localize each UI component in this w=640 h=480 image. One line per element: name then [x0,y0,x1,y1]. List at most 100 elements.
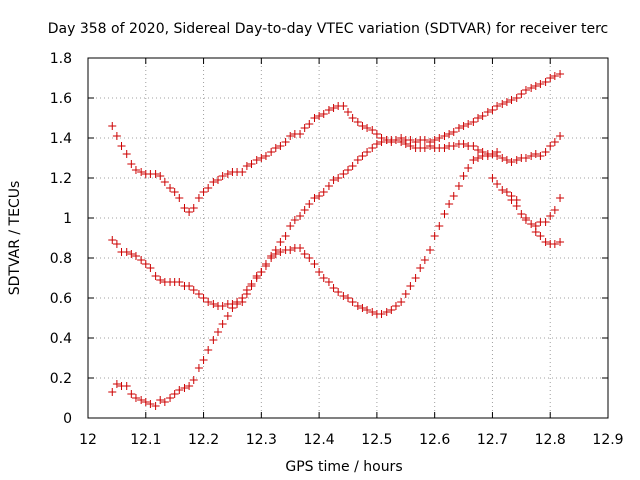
y-tick-label: 0.6 [50,291,72,307]
data-point [267,148,276,156]
data-point [420,256,429,264]
data-point [493,148,502,156]
data-point [218,320,227,328]
data-point [459,122,468,130]
data-point [199,188,208,196]
data-point [305,120,314,128]
data-point [363,124,372,132]
data-point [406,282,415,290]
data-point [440,144,449,152]
data-point [536,80,545,88]
data-point [180,384,189,392]
data-point [315,192,324,200]
data-point [372,140,381,148]
data-point [498,100,507,108]
y-tick-label: 0.8 [50,251,72,267]
data-points [108,70,565,410]
data-point [541,218,550,226]
data-point [546,212,555,220]
data-point [276,142,285,150]
data-point [223,312,232,320]
data-point [478,112,487,120]
data-point [199,356,208,364]
x-tick-label: 12.3 [246,432,277,448]
data-point [185,382,194,390]
data-point [527,152,536,160]
data-point [488,174,497,182]
data-point [218,172,227,180]
data-point [122,150,131,158]
data-point [474,114,482,122]
data-point [368,126,377,134]
data-point [151,272,160,280]
data-point [517,210,526,218]
data-point [488,150,497,158]
data-point [319,188,328,196]
data-point [521,154,530,162]
data-point [166,184,175,192]
y-tick-label: 1.4 [50,131,72,147]
data-point [300,206,309,214]
plot-frame [87,57,609,419]
data-point [449,128,458,136]
data-point [214,328,222,336]
data-point [286,222,295,230]
data-point [406,136,415,144]
data-point [310,260,319,268]
data-point [310,114,319,122]
data-point [498,186,507,194]
data-point [276,238,285,246]
data-point [556,238,565,246]
data-point [247,160,256,168]
data-point [546,74,555,82]
x-tick-label: 12.2 [188,432,219,448]
data-point [339,292,348,300]
data-point [445,130,454,138]
data-point [397,134,406,142]
data-point [498,154,507,162]
data-point [281,138,290,146]
data-point [507,96,516,104]
y-tick-label: 0.2 [50,371,72,387]
data-point [546,142,555,150]
data-point [252,156,261,164]
y-tick-label: 1.2 [50,171,72,187]
data-point [108,122,117,130]
data-point [459,140,468,148]
data-point [430,232,439,240]
data-point [112,132,121,140]
data-point [464,164,473,172]
data-point [271,144,280,152]
data-point [247,280,256,288]
y-tick-label: 1.8 [50,51,72,67]
data-point [363,306,372,314]
data-point [531,82,540,90]
data-point [556,70,565,78]
data-point [209,336,218,344]
y-tick-label: 1.6 [50,91,72,107]
data-point [550,206,559,214]
data-point [358,304,367,312]
data-point [175,386,184,394]
data-point [507,158,516,166]
data-point [377,138,386,146]
data-point [527,84,536,92]
data-point [170,188,179,196]
x-tick-label: 12.6 [419,432,450,448]
data-point [286,132,295,140]
data-point [175,194,184,202]
data-point [411,274,420,282]
data-point [156,276,165,284]
data-point [474,146,482,154]
data-point [454,124,463,132]
data-point [397,298,406,306]
data-point [194,364,203,372]
x-tick-label: 12 [79,432,97,448]
data-point [344,108,352,116]
data-point [469,156,478,164]
data-point [556,194,565,202]
data-point [319,274,328,282]
x-tick-label: 12.5 [361,432,392,448]
data-point [531,228,540,236]
data-point [137,168,146,176]
